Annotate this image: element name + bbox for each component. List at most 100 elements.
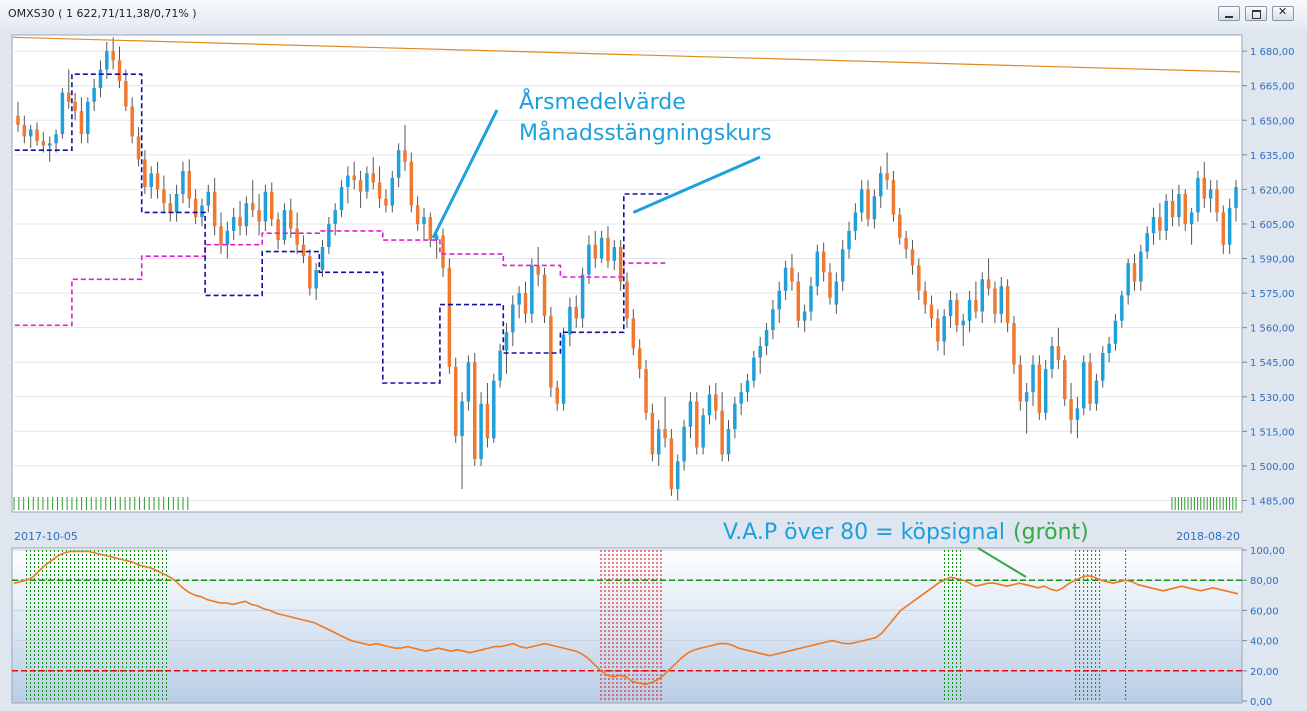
vap-tick-label: 60,00 — [1250, 606, 1279, 617]
maximize-button[interactable] — [1245, 6, 1267, 21]
vap-signals — [26, 550, 1127, 701]
candle-up — [783, 267, 788, 291]
annotation-vap-green: (grönt) — [1013, 520, 1089, 545]
candle-down — [637, 348, 642, 370]
candle-up — [1031, 364, 1035, 393]
candle-down — [16, 115, 20, 125]
candle-down — [162, 189, 166, 204]
candle-down — [904, 237, 908, 250]
vap-axis: 100,00 80,00 60,00 40,00 20,00 0,00 — [1242, 546, 1285, 708]
price-tick-label: 1 545,00 — [1250, 358, 1295, 369]
candle-up — [1024, 392, 1029, 402]
candle-down — [1037, 364, 1042, 413]
candle-up — [1151, 217, 1156, 234]
price-tick-label: 1 650,00 — [1250, 116, 1295, 127]
candle-down — [618, 247, 623, 282]
candle-up — [872, 196, 877, 220]
candle-up — [942, 316, 946, 342]
candle-down — [136, 136, 141, 160]
candle-down — [1132, 263, 1137, 282]
vap-series-line — [13, 550, 1239, 686]
candle-down — [415, 205, 420, 224]
candle-down — [212, 191, 217, 227]
candle-up — [726, 429, 731, 455]
price-tick-label: 1 680,00 — [1250, 47, 1295, 58]
price-grid — [12, 50, 1242, 501]
minimize-button[interactable] — [1218, 6, 1240, 21]
price-tick-label: 1 665,00 — [1250, 82, 1295, 93]
candle-down — [1005, 286, 1010, 324]
trendline — [632, 155, 761, 214]
price-tick-label: 1 590,00 — [1250, 255, 1295, 266]
candle-down — [289, 210, 293, 229]
candle-up — [580, 274, 585, 319]
long-moving-average — [12, 36, 1241, 73]
candle-up — [879, 173, 883, 197]
candle-up — [1101, 353, 1105, 381]
candle-up — [758, 346, 762, 358]
candle-down — [1069, 399, 1073, 420]
candle-up — [460, 401, 464, 436]
candle-down — [631, 318, 636, 349]
candle-down — [720, 410, 724, 455]
candle-up — [1139, 251, 1143, 282]
candle-down — [238, 217, 242, 227]
candle-down — [828, 272, 832, 298]
candle-down — [885, 173, 889, 181]
candle-up — [333, 210, 337, 224]
close-icon: ✕ — [1278, 5, 1288, 18]
candle-up — [739, 392, 743, 404]
annotation-yearly-mean: Årsmedelvärde — [519, 88, 686, 115]
candle-down — [1018, 364, 1023, 402]
candle-down — [276, 219, 280, 241]
candle-down — [974, 300, 978, 312]
annotation-vap-main: V.A.P över 80 = köpsignal — [723, 520, 1005, 545]
candle-down — [124, 81, 128, 107]
candle-down — [295, 228, 299, 245]
candle-up — [587, 244, 591, 275]
candle-down — [669, 438, 674, 489]
price-tick-label: 1 515,00 — [1250, 427, 1295, 438]
candle-up — [434, 235, 439, 241]
candle-up — [511, 304, 515, 333]
candle-up — [840, 249, 845, 282]
candle-up — [688, 401, 693, 427]
candle-up — [390, 177, 395, 206]
candle-down — [891, 180, 896, 215]
candle-up — [999, 286, 1004, 314]
candle-down — [22, 124, 27, 137]
candle-up — [492, 380, 496, 439]
candle-up — [682, 426, 686, 462]
candle-up — [777, 290, 781, 310]
candle-up — [568, 306, 572, 335]
candle-down — [650, 412, 655, 455]
candle-up — [1107, 343, 1111, 353]
candle-down — [1012, 323, 1016, 365]
candle-up — [612, 247, 617, 261]
candle-down — [384, 198, 388, 206]
candle-down — [1088, 362, 1092, 404]
candle-up — [1082, 362, 1086, 409]
candle-down — [79, 111, 84, 135]
candle-up — [1164, 200, 1168, 231]
close-button[interactable]: ✕ — [1272, 5, 1294, 21]
candle-up — [504, 332, 509, 351]
candle-down — [1170, 200, 1175, 218]
candle-down — [447, 267, 452, 367]
price-tick-label: 1 530,00 — [1250, 393, 1295, 404]
candle-up — [314, 270, 318, 289]
candle-down — [403, 150, 407, 162]
candle-down — [130, 106, 134, 137]
price-tick-label: 1 620,00 — [1250, 185, 1295, 196]
candle-up — [339, 187, 344, 211]
date-start-label: 2017-10-05 — [14, 530, 78, 543]
annotation-vap: V.A.P över 80 = köpsignal (grönt) — [723, 520, 1089, 545]
candle-up — [1094, 380, 1099, 404]
candle-down — [714, 394, 718, 411]
candle-up — [847, 230, 851, 250]
candle-up — [1177, 194, 1181, 218]
candle-up — [834, 281, 839, 305]
candle-down — [308, 256, 312, 289]
candle-down — [523, 293, 528, 314]
candle-down — [485, 403, 490, 439]
